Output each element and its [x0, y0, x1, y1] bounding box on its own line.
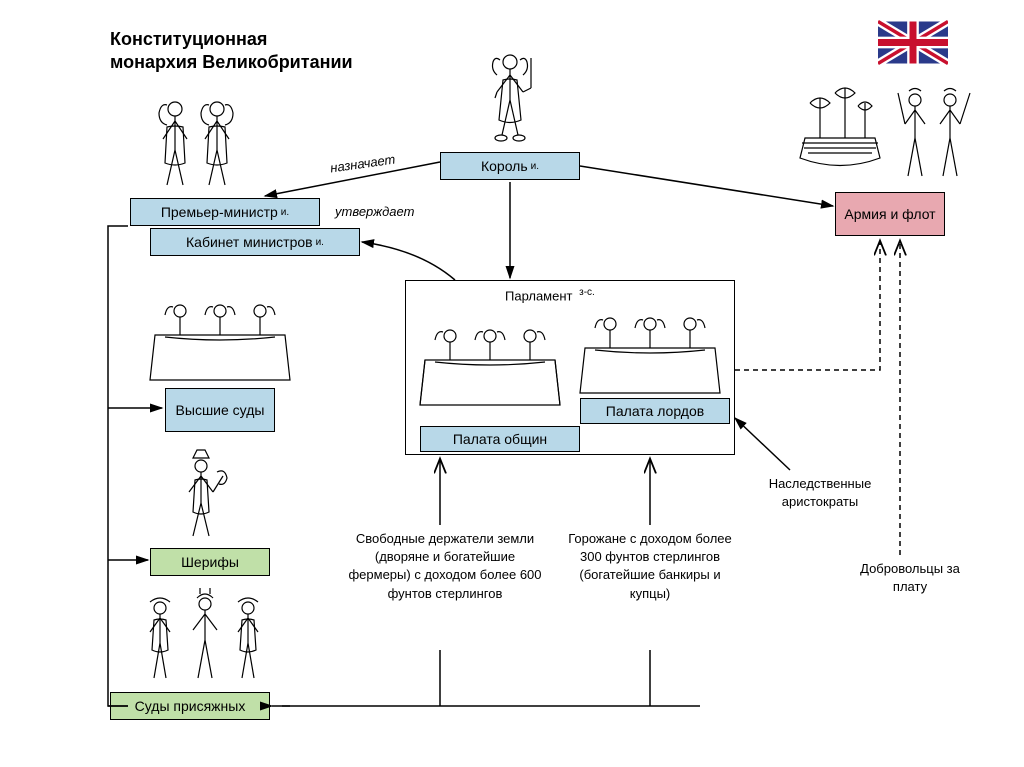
king-sup: и.	[531, 161, 539, 172]
cabinet-sup: и.	[316, 237, 324, 248]
lords-box: Палата лордов	[580, 398, 730, 424]
union-jack-flag-icon	[878, 20, 948, 65]
volunteers-label: Добровольцы за плату	[845, 560, 975, 596]
high-courts-figures-icon	[145, 295, 295, 390]
lords-figures-icon	[575, 308, 725, 403]
pm-figures-icon	[145, 95, 255, 198]
jury-label: Суды присяжных	[135, 698, 246, 714]
approves-label: утверждает	[335, 203, 414, 221]
pm-label: Премьер-министр	[161, 204, 278, 220]
high-courts-box: Высшие суды	[165, 388, 275, 432]
parliament-label: Парламент з-с.	[505, 286, 595, 306]
sheriffs-label: Шерифы	[181, 554, 239, 570]
king-label: Король	[481, 158, 528, 174]
commons-box: Палата общин	[420, 426, 580, 452]
cabinet-box: Кабинет министров и.	[150, 228, 360, 256]
pm-box: Премьер-министр и.	[130, 198, 320, 226]
title-line2: монархия Великобритании	[110, 52, 353, 72]
townsmen-label: Горожане с доходом более 300 фунтов стер…	[560, 530, 740, 603]
commons-figures-icon	[415, 320, 565, 415]
jury-box: Суды присяжных	[110, 692, 270, 720]
jury-figures-icon	[130, 588, 280, 693]
parliament-sup: з-с.	[579, 287, 595, 298]
title-line1: Конституционная	[110, 29, 267, 49]
page-title: Конституционная монархия Великобритании	[110, 28, 353, 75]
aristocrats-label: Наследственные аристократы	[745, 475, 895, 511]
sheriffs-box: Шерифы	[150, 548, 270, 576]
pm-sup: и.	[281, 207, 289, 218]
sheriff-figure-icon	[175, 448, 235, 548]
appoints-label: назначает	[329, 151, 396, 178]
cabinet-label: Кабинет министров	[186, 234, 313, 250]
army-box: Армия и флот	[835, 192, 945, 236]
king-figure-icon	[485, 50, 535, 150]
commons-label: Палата общин	[453, 431, 547, 447]
high-courts-label: Высшие суды	[176, 402, 265, 418]
landholders-label: Свободные держатели земли (дворяне и бог…	[345, 530, 545, 603]
army-label: Армия и флот	[844, 206, 935, 222]
army-navy-icon	[790, 78, 980, 193]
lords-label: Палата лордов	[606, 403, 704, 419]
king-box: Король и.	[440, 152, 580, 180]
